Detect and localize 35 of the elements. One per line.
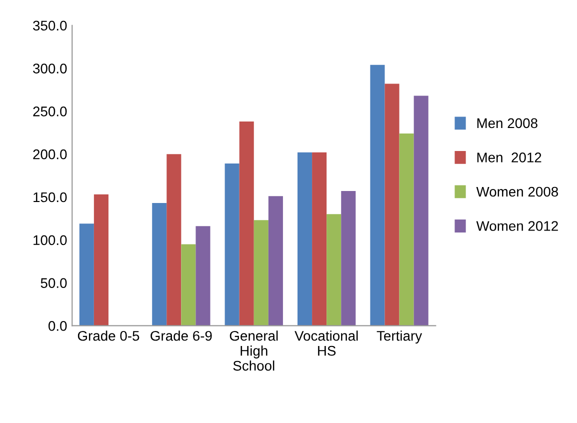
legend-label: Men 2008 — [477, 118, 538, 128]
bar — [152, 203, 167, 326]
y-tick-label: 150.0 — [34, 192, 67, 202]
y-tick-label: 100.0 — [34, 235, 67, 246]
bar — [224, 164, 240, 326]
y-tick-label: 250.0 — [33, 106, 67, 116]
bar — [94, 194, 108, 326]
bar — [326, 214, 342, 326]
x-tick-label: Vocational HS — [294, 330, 358, 356]
bar — [298, 152, 312, 326]
bar — [254, 220, 268, 326]
bar — [370, 64, 385, 326]
bar — [399, 134, 414, 326]
x-tick-label: General High School — [230, 330, 278, 371]
bar — [181, 244, 196, 326]
y-tick-label: 300.0 — [33, 64, 67, 74]
bar — [414, 96, 428, 326]
y-tick-label: 50.0 — [40, 278, 67, 288]
legend-label: Men 2012 — [477, 152, 542, 162]
x-tick-label: Grade 0-5 — [78, 330, 140, 341]
legend-label: Women 2008 — [476, 186, 558, 197]
y-tick-label: 200.0 — [33, 149, 67, 160]
bar — [268, 196, 283, 326]
bar — [341, 190, 356, 326]
bar — [239, 121, 254, 326]
x-tick-label: Grade 6-9 — [150, 330, 212, 341]
x-tick-label: Tertiary — [376, 330, 422, 344]
y-tick-label: 350.0 — [33, 20, 67, 31]
y-tick-label: 0.0 — [48, 321, 67, 331]
bar — [166, 154, 182, 326]
bar — [196, 226, 210, 326]
bar — [312, 152, 327, 326]
bar — [79, 224, 94, 326]
legend-label: Women 2012 — [476, 221, 558, 231]
bar — [384, 84, 400, 326]
